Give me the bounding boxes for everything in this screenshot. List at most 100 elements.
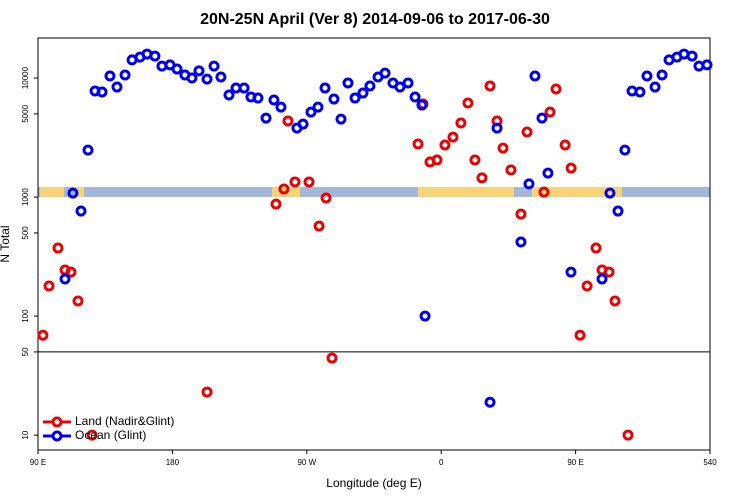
point — [612, 205, 624, 217]
point — [379, 67, 391, 79]
point — [96, 86, 108, 98]
point — [111, 81, 123, 93]
point — [455, 117, 467, 129]
point — [544, 106, 556, 118]
point — [65, 266, 77, 278]
land-strip — [532, 187, 622, 197]
point — [278, 183, 290, 195]
point — [86, 429, 98, 441]
point — [603, 266, 615, 278]
point — [215, 71, 227, 83]
point — [342, 77, 354, 89]
point — [515, 236, 527, 248]
point — [497, 142, 509, 154]
point — [320, 192, 332, 204]
point — [297, 118, 309, 130]
point — [402, 77, 414, 89]
point — [416, 99, 428, 111]
land-strip — [40, 187, 64, 197]
point — [357, 87, 369, 99]
point — [268, 94, 280, 106]
x-tick-label: 180 — [166, 458, 180, 467]
y-tick-label: 100 — [21, 309, 30, 323]
point — [82, 144, 94, 156]
point — [72, 295, 84, 307]
x-tick-label: 90 E — [567, 458, 583, 467]
point — [521, 126, 533, 138]
point — [59, 273, 71, 285]
point — [609, 295, 621, 307]
point — [37, 329, 49, 341]
point — [596, 273, 608, 285]
x-axis-label: Longitude (deg E) — [326, 476, 421, 490]
point — [312, 101, 324, 113]
point — [201, 386, 213, 398]
point — [574, 329, 586, 341]
point — [313, 220, 325, 232]
point — [447, 131, 459, 143]
point — [238, 82, 250, 94]
x-tick-label: 90 E — [30, 458, 46, 467]
point — [319, 82, 331, 94]
point — [523, 178, 535, 190]
point — [149, 50, 161, 62]
point — [43, 280, 55, 292]
point — [634, 86, 646, 98]
point — [439, 139, 451, 151]
point — [484, 80, 496, 92]
legend-label: Land (Nadir&Glint) — [75, 414, 174, 428]
point — [282, 115, 294, 127]
point — [581, 280, 593, 292]
point — [701, 59, 713, 71]
point — [604, 187, 616, 199]
point — [590, 242, 602, 254]
point — [476, 172, 488, 184]
y-axis-label: N Total — [0, 225, 12, 262]
point — [260, 112, 272, 124]
point — [119, 69, 131, 81]
point — [559, 139, 571, 151]
point — [364, 80, 376, 92]
x-tick-label: 90 W — [297, 458, 316, 467]
plot-frame — [37, 37, 711, 451]
point — [252, 92, 264, 104]
y-tick-label: 1000 — [21, 188, 30, 206]
point — [565, 162, 577, 174]
point — [67, 187, 79, 199]
point — [538, 186, 550, 198]
point — [622, 429, 634, 441]
point — [335, 113, 347, 125]
point — [491, 122, 503, 134]
point — [565, 266, 577, 278]
point — [656, 69, 668, 81]
point — [289, 176, 301, 188]
y-tick-label: 10000 — [21, 66, 30, 89]
point — [550, 83, 562, 95]
x-tick-label: 0 — [439, 458, 444, 467]
point — [412, 138, 424, 150]
ocean-strip — [38, 187, 710, 197]
series — [37, 80, 634, 441]
point — [326, 352, 338, 364]
series — [59, 48, 713, 408]
x-tick-label: 540 — [703, 458, 717, 467]
point — [193, 65, 205, 77]
point — [201, 73, 213, 85]
y-tick-label: 500 — [21, 226, 30, 240]
point — [484, 396, 496, 408]
point — [328, 93, 340, 105]
point — [469, 154, 481, 166]
point — [542, 167, 554, 179]
point — [52, 242, 64, 254]
point — [409, 91, 421, 103]
point — [104, 70, 116, 82]
y-tick-label: 10 — [21, 430, 30, 439]
point — [641, 70, 653, 82]
point — [208, 60, 220, 72]
point — [505, 164, 517, 176]
point — [223, 89, 235, 101]
point — [686, 50, 698, 62]
land-strip — [418, 187, 514, 197]
legend-marker — [51, 430, 63, 442]
